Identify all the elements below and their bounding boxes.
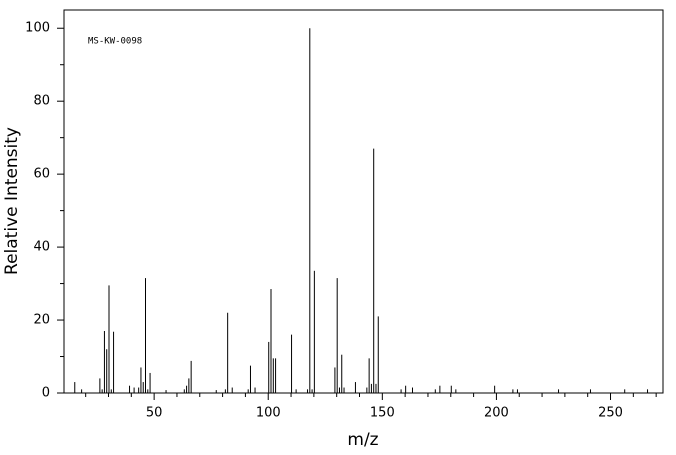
plot-frame	[63, 9, 664, 394]
y-tick-label: 40	[33, 240, 50, 255]
y-tick-label: 100	[25, 21, 50, 36]
x-tick-label: 200	[484, 406, 509, 421]
y-axis-label: Relative Intensity	[2, 127, 22, 275]
x-tick-label: 50	[146, 406, 163, 421]
x-tick-label: 150	[370, 406, 395, 421]
x-tick-label: 250	[598, 406, 623, 421]
y-tick-label: 60	[33, 167, 50, 182]
y-tick-label: 0	[42, 386, 50, 401]
x-tick-label: 100	[256, 406, 281, 421]
x-axis-label: m/z	[347, 430, 378, 450]
annotation: MS-KW-0098	[88, 37, 142, 47]
y-tick-label: 80	[33, 94, 50, 109]
y-tick-label: 20	[33, 313, 50, 328]
